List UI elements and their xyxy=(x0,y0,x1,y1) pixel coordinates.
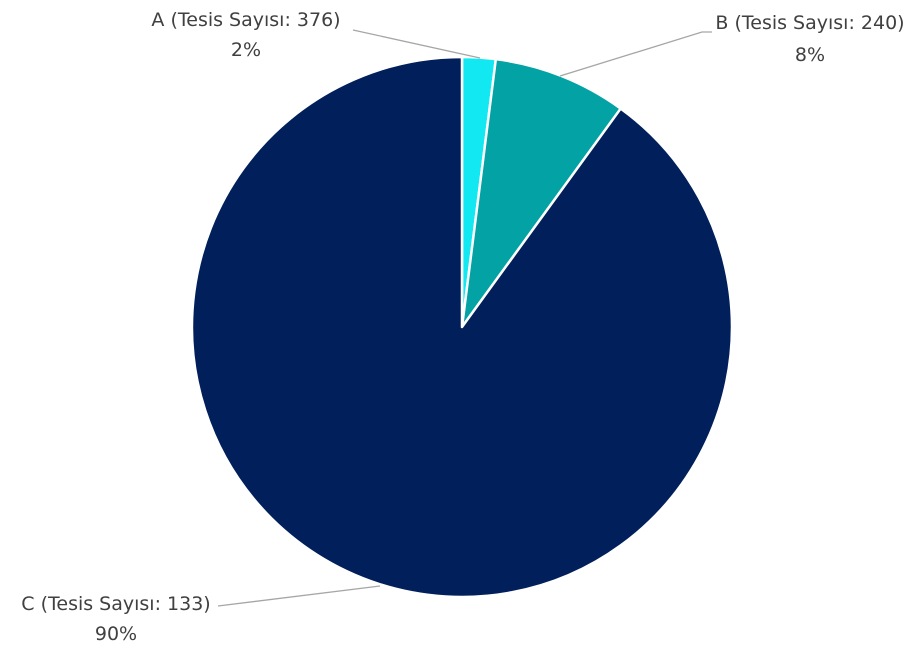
slice-percent-b: 8% xyxy=(795,44,825,66)
slice-percent-a: 2% xyxy=(231,39,261,61)
slices-layer xyxy=(190,55,734,599)
leader-line-c xyxy=(217,585,381,607)
leader-line-a xyxy=(352,29,481,59)
slice-percent-c: 90% xyxy=(95,623,137,645)
labels-layer: A (Tesis Sayısı: 376) 2% B (Tesis Sayısı: … xyxy=(21,9,904,645)
pie-slice-c xyxy=(190,55,734,599)
slice-label-b: B (Tesis Sayısı: 240) xyxy=(715,12,904,34)
slice-label-c: C (Tesis Sayısı: 133) xyxy=(21,593,210,615)
slice-label-a: A (Tesis Sayısı: 376) xyxy=(151,9,340,31)
leader-lines-layer xyxy=(217,29,712,607)
leader-line-b xyxy=(559,31,712,77)
